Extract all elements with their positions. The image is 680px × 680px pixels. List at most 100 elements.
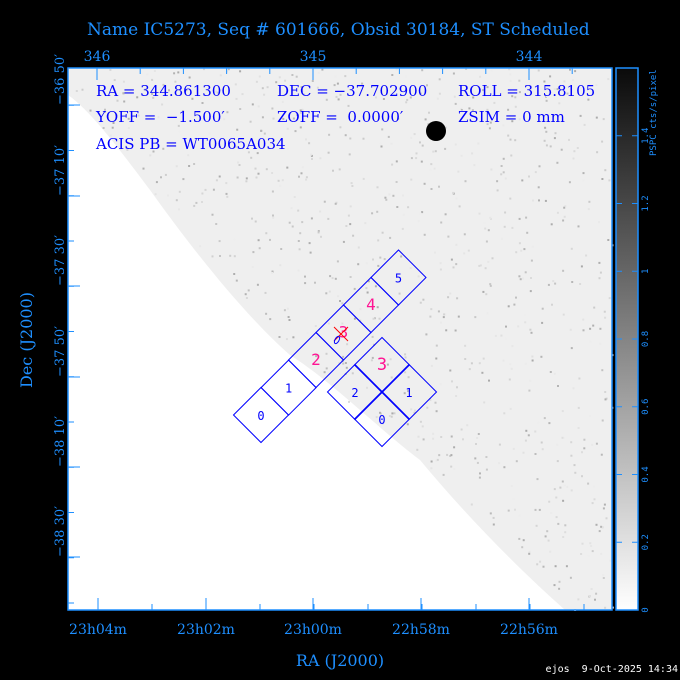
sky-noise-pixel <box>429 399 432 402</box>
sky-noise-pixel <box>514 139 517 142</box>
sky-noise-pixel <box>393 412 396 415</box>
sky-noise-pixel <box>509 197 512 200</box>
sky-noise-pixel <box>553 584 556 587</box>
sky-noise-pixel <box>254 220 257 223</box>
sky-noise-pixel <box>449 369 452 372</box>
sky-noise-pixel <box>605 517 608 520</box>
sky-noise-pixel <box>218 175 221 178</box>
sky-noise-pixel <box>338 362 341 365</box>
sky-noise-pixel <box>317 231 320 234</box>
sky-noise-pixel <box>544 126 547 129</box>
sky-noise-pixel <box>391 163 394 166</box>
sky-noise-pixel <box>580 553 583 555</box>
sky-noise-pixel <box>364 222 367 225</box>
acis-s-chip-label: 1 <box>285 382 292 396</box>
sky-noise-pixel <box>300 86 303 88</box>
sky-noise-pixel <box>345 366 348 369</box>
sky-noise-pixel <box>502 359 505 362</box>
sky-noise-pixel <box>598 277 601 280</box>
sky-noise-pixel <box>562 313 565 316</box>
sky-noise-pixel <box>556 460 559 463</box>
sky-noise-pixel <box>353 317 356 320</box>
sky-noise-pixel <box>419 301 422 304</box>
sky-noise-pixel <box>444 147 447 150</box>
sky-noise-pixel <box>505 325 507 328</box>
sky-noise-pixel <box>473 164 476 167</box>
sky-noise-pixel <box>409 96 412 99</box>
sky-noise-pixel <box>206 230 209 233</box>
sky-noise-pixel <box>579 283 582 285</box>
sky-noise-pixel <box>357 246 360 249</box>
sky-noise-pixel <box>583 438 586 441</box>
sky-noise-pixel <box>450 435 453 438</box>
sky-noise-pixel <box>415 152 418 155</box>
top-tick-label: 345 <box>300 49 327 65</box>
sky-noise-pixel <box>482 290 485 293</box>
sky-noise-pixel <box>569 68 571 71</box>
sky-noise-pixel <box>146 73 149 76</box>
sky-noise-pixel <box>571 281 574 283</box>
sky-noise-pixel <box>319 157 322 160</box>
sky-noise-pixel <box>603 503 606 506</box>
sky-noise-pixel <box>310 217 313 220</box>
sky-noise-pixel <box>344 75 347 78</box>
sky-noise-pixel <box>604 606 607 609</box>
sky-noise-pixel <box>317 230 320 232</box>
sky-noise-pixel <box>534 508 537 511</box>
sky-noise-pixel <box>337 295 340 298</box>
sky-noise-pixel <box>510 485 513 487</box>
plot-frame <box>67 67 613 611</box>
sky-noise-pixel <box>483 401 486 404</box>
sky-noise-pixel <box>590 545 593 547</box>
sky-noise-pixel <box>455 243 458 246</box>
bright-source <box>426 121 446 141</box>
sky-noise-pixel <box>425 333 428 336</box>
sky-noise-pixel <box>257 172 260 175</box>
sky-noise-pixel <box>177 71 180 74</box>
sky-noise-pixel <box>577 406 580 409</box>
sky-noise-pixel <box>450 465 453 468</box>
sky-noise-pixel <box>310 153 312 156</box>
sky-noise-pixel <box>450 454 453 457</box>
sky-noise-pixel <box>403 392 406 395</box>
sky-noise-pixel <box>511 226 514 229</box>
sky-noise-pixel <box>474 457 477 460</box>
sky-noise-pixel <box>515 251 518 254</box>
sky-noise-pixel <box>430 467 433 470</box>
dec-value: DEC = −37.702900 <box>277 82 427 100</box>
sky-noise-pixel <box>435 344 438 347</box>
sky-noise-pixel <box>442 473 445 476</box>
sky-noise-pixel <box>362 137 365 140</box>
sky-noise-pixel <box>556 211 559 214</box>
sky-noise-pixel <box>251 103 254 106</box>
sky-noise-pixel <box>467 345 470 348</box>
sky-noise-pixel <box>391 412 394 415</box>
sky-noise-pixel <box>484 227 487 230</box>
sky-noise-pixel <box>281 179 284 182</box>
sky-noise-pixel <box>395 160 398 163</box>
sky-noise-pixel <box>527 434 530 437</box>
sky-noise-pixel <box>598 221 600 224</box>
sky-noise-pixel <box>252 251 255 254</box>
sky-noise-pixel <box>500 334 503 337</box>
sky-noise-pixel <box>378 317 381 320</box>
sky-noise-pixel <box>416 448 419 451</box>
sky-noise-pixel <box>335 95 338 98</box>
sky-noise-pixel <box>279 184 282 187</box>
sky-noise-pixel <box>277 179 280 182</box>
sky-noise-pixel <box>585 254 588 257</box>
sky-noise-pixel <box>370 328 373 331</box>
sky-noise-pixel <box>361 82 364 85</box>
sky-noise-pixel <box>371 212 374 215</box>
sky-noise-pixel <box>226 195 229 198</box>
sky-noise-pixel <box>588 415 591 417</box>
sky-noise-pixel <box>419 420 422 423</box>
sky-noise-pixel <box>291 74 294 76</box>
sky-noise-pixel <box>518 514 521 517</box>
sky-noise-pixel <box>545 99 548 102</box>
sky-noise-pixel <box>366 386 368 389</box>
sky-noise-pixel <box>554 282 557 285</box>
sky-noise-pixel <box>311 158 313 160</box>
sky-noise-pixel <box>434 401 437 404</box>
sky-noise-pixel <box>534 453 537 455</box>
